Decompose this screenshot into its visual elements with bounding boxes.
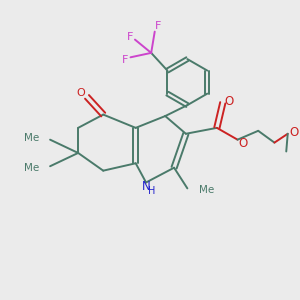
Text: O: O bbox=[290, 126, 299, 139]
Text: Me: Me bbox=[24, 163, 39, 173]
Text: F: F bbox=[154, 21, 161, 31]
Text: Me: Me bbox=[24, 133, 39, 143]
Text: Me: Me bbox=[199, 185, 214, 195]
Text: N: N bbox=[142, 179, 150, 193]
Text: F: F bbox=[126, 32, 133, 42]
Text: O: O bbox=[77, 88, 85, 98]
Text: O: O bbox=[225, 95, 234, 108]
Text: F: F bbox=[122, 55, 128, 65]
Text: O: O bbox=[239, 137, 248, 150]
Text: H: H bbox=[148, 186, 155, 196]
